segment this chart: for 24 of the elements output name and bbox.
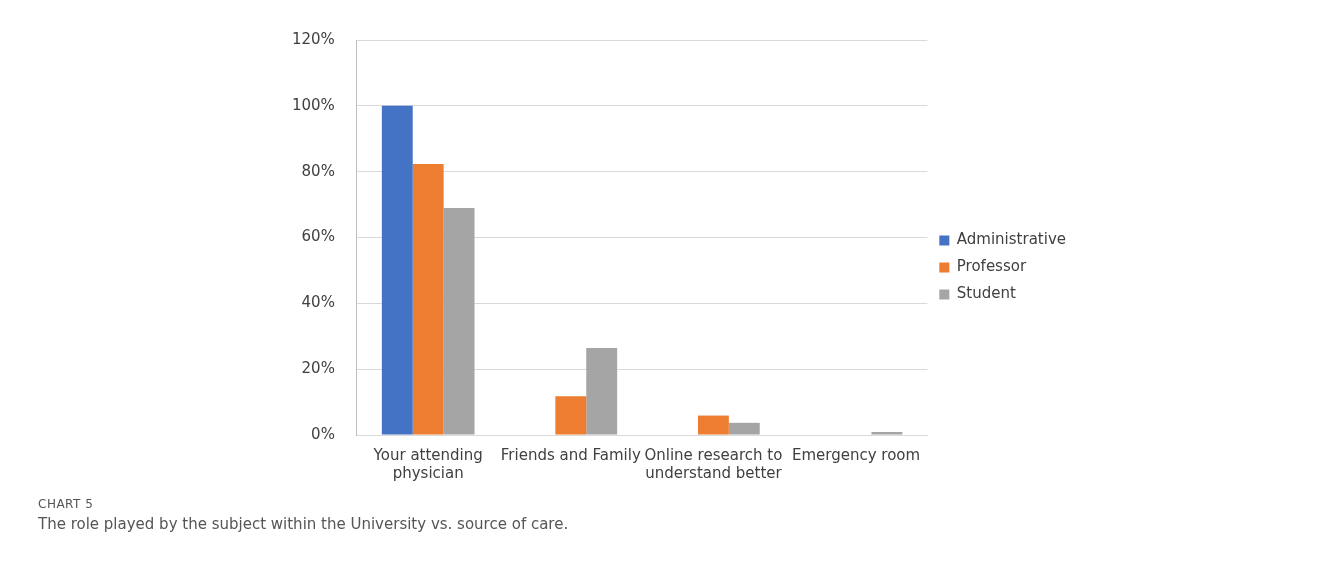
y-tick-label: 0% bbox=[311, 424, 335, 443]
bar bbox=[381, 105, 413, 435]
caption: CHART 5 bbox=[38, 497, 95, 511]
y-tick-label: 20% bbox=[301, 359, 335, 378]
bar bbox=[555, 396, 587, 435]
bar bbox=[871, 432, 903, 435]
text: The role played by the subject within the University vs. source of care. bbox=[38, 515, 570, 533]
legend-label: Student bbox=[956, 284, 1016, 303]
y-tick-label: 60% bbox=[301, 227, 335, 246]
bar bbox=[728, 422, 760, 435]
y-tick-label: 80% bbox=[301, 161, 335, 180]
x-tick-label: Friends and Family bbox=[500, 445, 641, 464]
x-tick-label: Emergency room bbox=[791, 445, 921, 464]
x-tick-label: Online research to understand better bbox=[644, 445, 783, 482]
bar bbox=[412, 164, 444, 435]
y-tick-label: 120% bbox=[291, 29, 335, 48]
y-tick-label: 100% bbox=[291, 95, 335, 114]
x-tick-label: Your attending physician bbox=[372, 445, 483, 482]
bar bbox=[586, 348, 618, 435]
legend-label: Administrative bbox=[956, 230, 1067, 249]
y-tick-label: 40% bbox=[301, 293, 335, 312]
bar bbox=[697, 415, 729, 435]
bar bbox=[443, 207, 475, 435]
legend-label: Professor bbox=[956, 257, 1027, 276]
